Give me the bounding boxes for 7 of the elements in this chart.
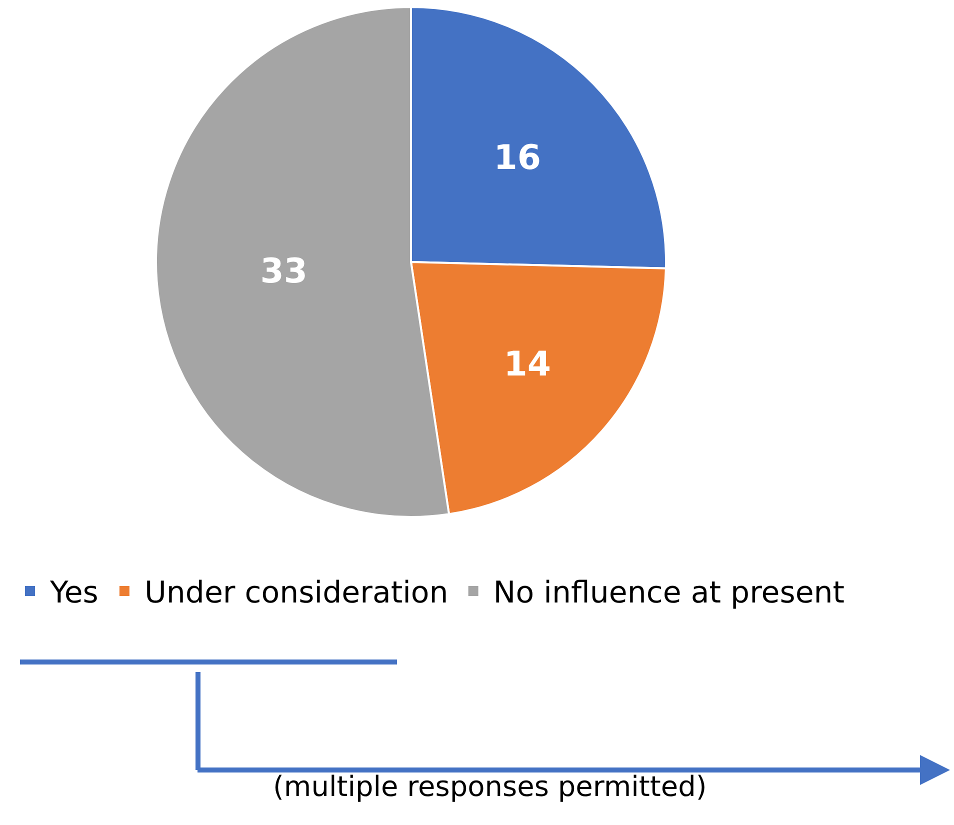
data-label: 16 bbox=[494, 138, 542, 178]
legend-label: Under consideration bbox=[144, 576, 448, 611]
text: (multiple responses permitted) bbox=[273, 770, 707, 803]
data-label: 14 bbox=[504, 344, 552, 385]
legend-label: No influence at present bbox=[493, 576, 845, 611]
legend-label: Yes bbox=[49, 576, 98, 611]
data-label: 33 bbox=[260, 252, 308, 292]
